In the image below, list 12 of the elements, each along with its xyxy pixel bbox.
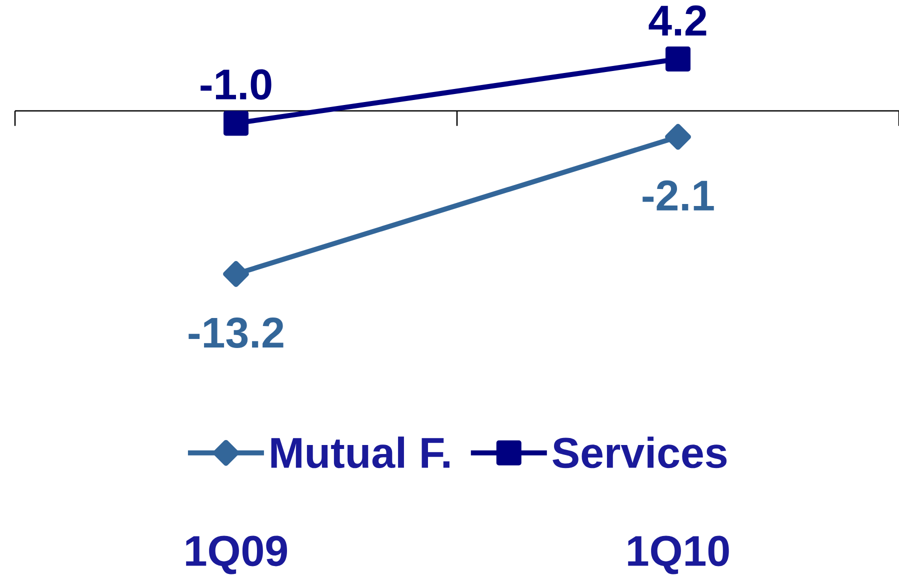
point (223, 261, 249, 287)
data-label: -1.0 (200, 69, 272, 100)
legend-label: Mutual F. (271, 436, 450, 468)
x-tick-label: 1Q10 (628, 536, 729, 574)
data-label: -13.2 (188, 318, 284, 348)
data-label: 4.2 (648, 5, 706, 36)
legend-label: Services (552, 436, 727, 468)
point (666, 46, 691, 72)
point (224, 110, 249, 136)
x-tick-label: 1Q09 (186, 536, 287, 574)
data-label: -2.1 (642, 180, 714, 210)
point (665, 124, 691, 150)
